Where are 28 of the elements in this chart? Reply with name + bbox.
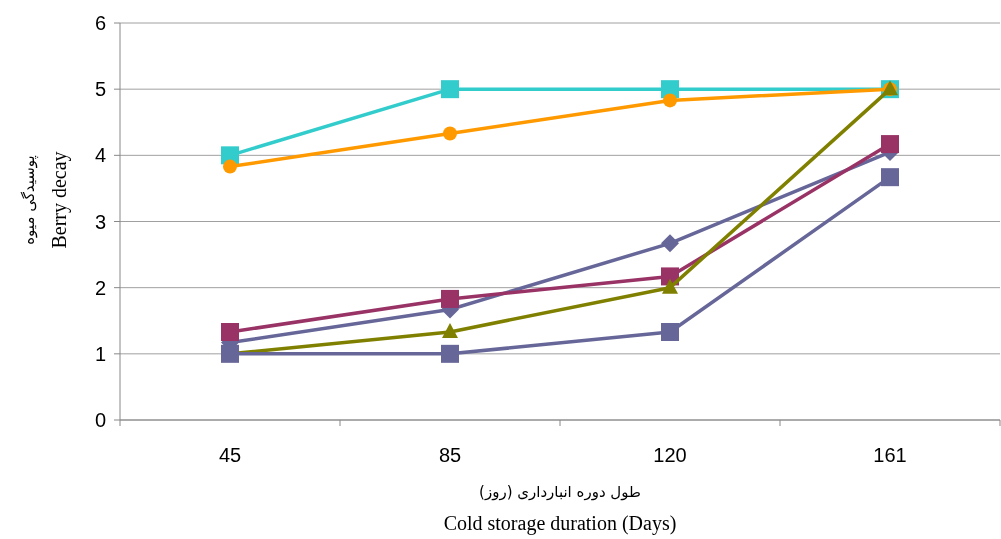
point (881, 168, 899, 187)
point (441, 80, 459, 99)
y-tick-label: 2 (94, 276, 106, 299)
point (881, 135, 899, 154)
text: پوسیدگی میوه (20, 155, 39, 245)
x-tick-label: 85 (438, 444, 462, 466)
point (661, 234, 679, 253)
y-tick-label: 4 (94, 144, 106, 167)
y-tick-label: 0 (94, 409, 106, 431)
y-axis-title: Berry decay (48, 151, 71, 249)
point (443, 126, 457, 141)
point (223, 159, 237, 174)
x-tick-label: 161 (873, 444, 907, 466)
x-axis-title: Cold storage duration (Days) (443, 512, 677, 535)
text: طول دوره انبارداری (روز) (479, 483, 641, 501)
point (662, 278, 678, 294)
x-tick-label: 45 (218, 444, 242, 466)
point (441, 344, 459, 363)
x-tick-label: 120 (653, 444, 687, 466)
y-tick-label: 5 (94, 78, 106, 101)
point (441, 289, 459, 308)
y-tick-label: 1 (94, 342, 106, 365)
y-tick-label: 3 (94, 210, 106, 233)
point (442, 323, 458, 338)
point (663, 93, 677, 108)
point (661, 323, 679, 341)
point (221, 323, 239, 341)
y-tick-label: 6 (94, 12, 106, 34)
